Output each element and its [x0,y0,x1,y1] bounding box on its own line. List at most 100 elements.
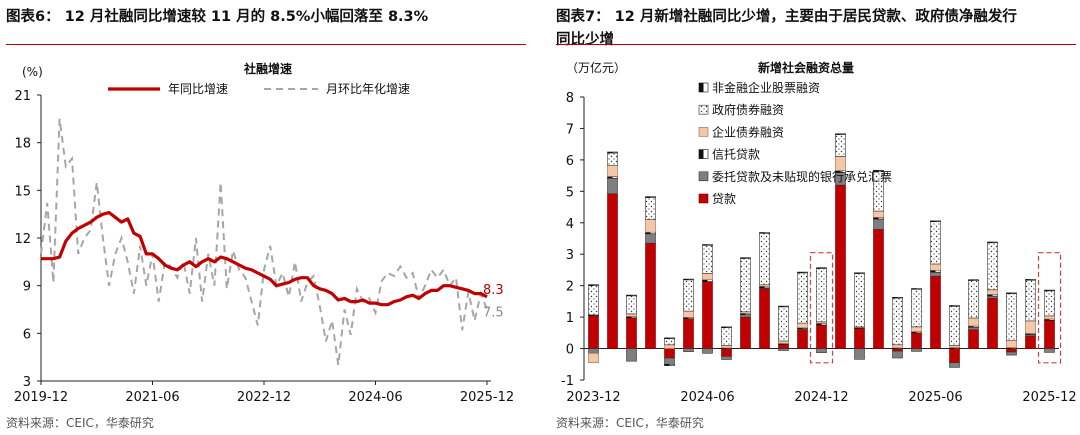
bar-segment [626,295,637,315]
line-chart-x-tick-label: 2021-06 [125,390,179,405]
bar-segment [759,288,770,349]
bar-segment [740,316,751,349]
bar-segment [987,297,998,349]
bar-segment [778,348,789,351]
bar-segment [968,329,979,349]
bar-chart-y-tick-label: 0 [566,343,574,358]
bar-segment [987,241,998,244]
bar-segment [645,219,656,233]
bar-segment [664,357,675,365]
bar-chart-y-tick-label: 1 [566,311,574,326]
bar-segment [835,156,846,171]
bar-segment [721,348,732,357]
line-chart-title: 社融增速 [243,61,292,76]
bar-chart-y-tick-label: 6 [566,154,574,169]
bar-segment [949,345,960,348]
bar-segment [683,318,694,349]
bar-segment [816,324,827,349]
bar-segment [721,326,732,346]
bar-segment [1044,348,1055,353]
bar-chart-y-tick-label: 7 [566,122,574,137]
legend-swatch [698,127,709,137]
bar-segment [683,348,694,353]
line-chart-x-tick-label: 2022-12 [237,390,291,405]
bar-segment [664,337,675,339]
bar-segment [702,273,713,280]
bar-segment [797,272,808,324]
legend-label: 非金融企业股票融资 [712,80,820,95]
legend-label: 信托贷款 [712,148,760,162]
bar-chart: -1 0 1 2 3 4 5 6 7 8 2023-12 2024-06 2024-12 2025-06 2… [561,60,1077,405]
bar-segment [778,305,789,308]
bar-segment [740,257,751,259]
bar-segment [911,326,922,332]
series-line-yoy [41,211,488,307]
bar-chart-x-tick-label: 2024-06 [680,390,734,405]
bar-chart-x-tick-label: 2025-06 [908,390,962,405]
bar-segment [911,288,922,290]
bar-segment [626,294,637,297]
bar-segment [873,170,884,172]
line-chart-y-tick-label: 9 [23,280,31,295]
bar-segment [968,279,979,319]
highlight-box [809,252,834,364]
bar-segment [1044,319,1055,349]
bar-segment [854,348,865,360]
bar-segment [930,221,941,265]
right-caption-rule [556,44,1076,45]
bar-segment [892,344,903,349]
bar-segment [1006,340,1017,348]
legend-swatch [698,104,709,115]
bar-segment [835,133,846,135]
line-chart-ylabel: (%) [22,65,43,79]
bar-segment [911,288,922,328]
highlight-box [1037,252,1062,364]
bar-segment [626,348,637,362]
bar-segment [645,242,656,349]
bar-segment [1025,279,1036,322]
bar-segment [1044,289,1055,292]
left-source-note: 资料来源：CEIC，华泰研究 [6,416,154,430]
bar-segment [816,348,827,354]
bar-segment [949,305,960,307]
bar-segment [911,348,922,352]
bar-segment [911,332,922,349]
line-chart: 3 6 9 12 15 18 21 2019-12 2021-06 2022-12 2024-06 2… [14,61,514,405]
bar-segment [740,314,751,318]
bar-segment [987,242,998,291]
bar-segment [588,285,599,316]
bar-segment [664,363,675,366]
line-chart-y-tick-label: 12 [14,232,31,247]
bar-segment [854,328,865,349]
left-caption-rule [6,44,526,45]
bar-segment [873,210,884,218]
bar-segment [987,289,998,295]
bar-segment [588,315,599,349]
bar-segment [626,313,637,317]
left-chart-caption: 图表6： 12 月社融同比增速较 11 月的 8.5%小幅回落至 8.3% [6,9,429,25]
bar-segment [1025,279,1036,281]
bar-segment [797,322,808,329]
bar-segment [797,271,808,274]
bar-segment [835,184,846,349]
bar-chart-ylabel: （万亿元） [566,60,626,75]
legend-label: 企业债券融资 [712,124,784,139]
bar-segment [1025,320,1036,334]
end-label-mom: 7.5 [483,306,504,321]
bar-segment [892,297,903,346]
bar-chart-y-tick-label: 5 [566,185,574,200]
bar-segment [607,165,618,177]
legend-swatch [698,193,709,204]
end-label-yoy: 8.3 [483,283,504,298]
bar-chart-y-tick-label: 3 [566,248,574,263]
series-line-mom-annualized [40,118,488,366]
bar-segment [968,317,979,327]
bar-segment [1006,351,1017,356]
legend-label: 政府债券融资 [712,102,784,117]
bar-segment [778,344,789,349]
bar-segment [892,350,903,359]
bar-segment [664,348,675,359]
bar-segment [626,317,637,349]
bar-segment [607,176,618,179]
bar-segment [778,340,789,344]
